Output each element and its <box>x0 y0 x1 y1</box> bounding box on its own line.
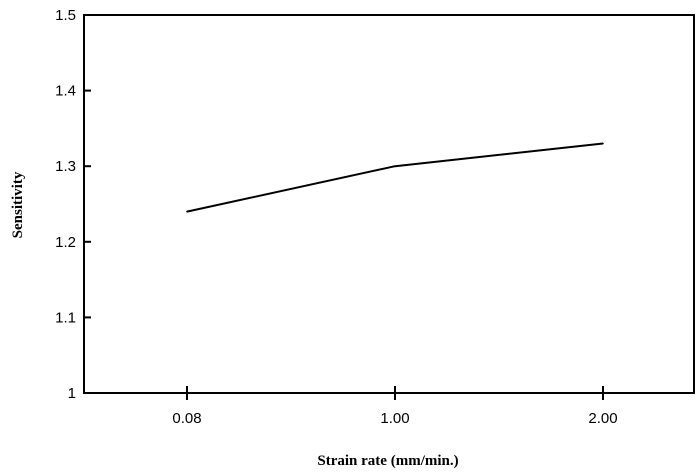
y-axis: 1 1.1 1.2 1.3 1.4 1.5 <box>55 7 91 402</box>
y-axis-title: Sensitivity <box>10 171 26 238</box>
y-tick-label: 1.3 <box>55 158 76 175</box>
y-tick-label: 1.4 <box>55 83 76 100</box>
data-point <box>602 142 604 145</box>
series-line <box>186 142 604 213</box>
x-tick-label: 2.00 <box>588 410 617 427</box>
y-tick-label: 1.2 <box>55 234 76 251</box>
x-tick-label: 0.08 <box>172 410 201 427</box>
x-axis-title: Strain rate (mm/min.) <box>317 453 458 469</box>
x-axis: 0.08 1.00 2.00 <box>172 386 618 427</box>
y-tick-label: 1.1 <box>55 309 76 326</box>
data-point <box>394 165 396 167</box>
x-tick-label: 1.00 <box>380 410 409 427</box>
y-tick-label: 1.5 <box>55 7 76 24</box>
y-tick-label: 1 <box>68 385 76 402</box>
data-point <box>186 210 188 213</box>
series-group <box>186 142 604 213</box>
plot-frame <box>83 14 695 394</box>
